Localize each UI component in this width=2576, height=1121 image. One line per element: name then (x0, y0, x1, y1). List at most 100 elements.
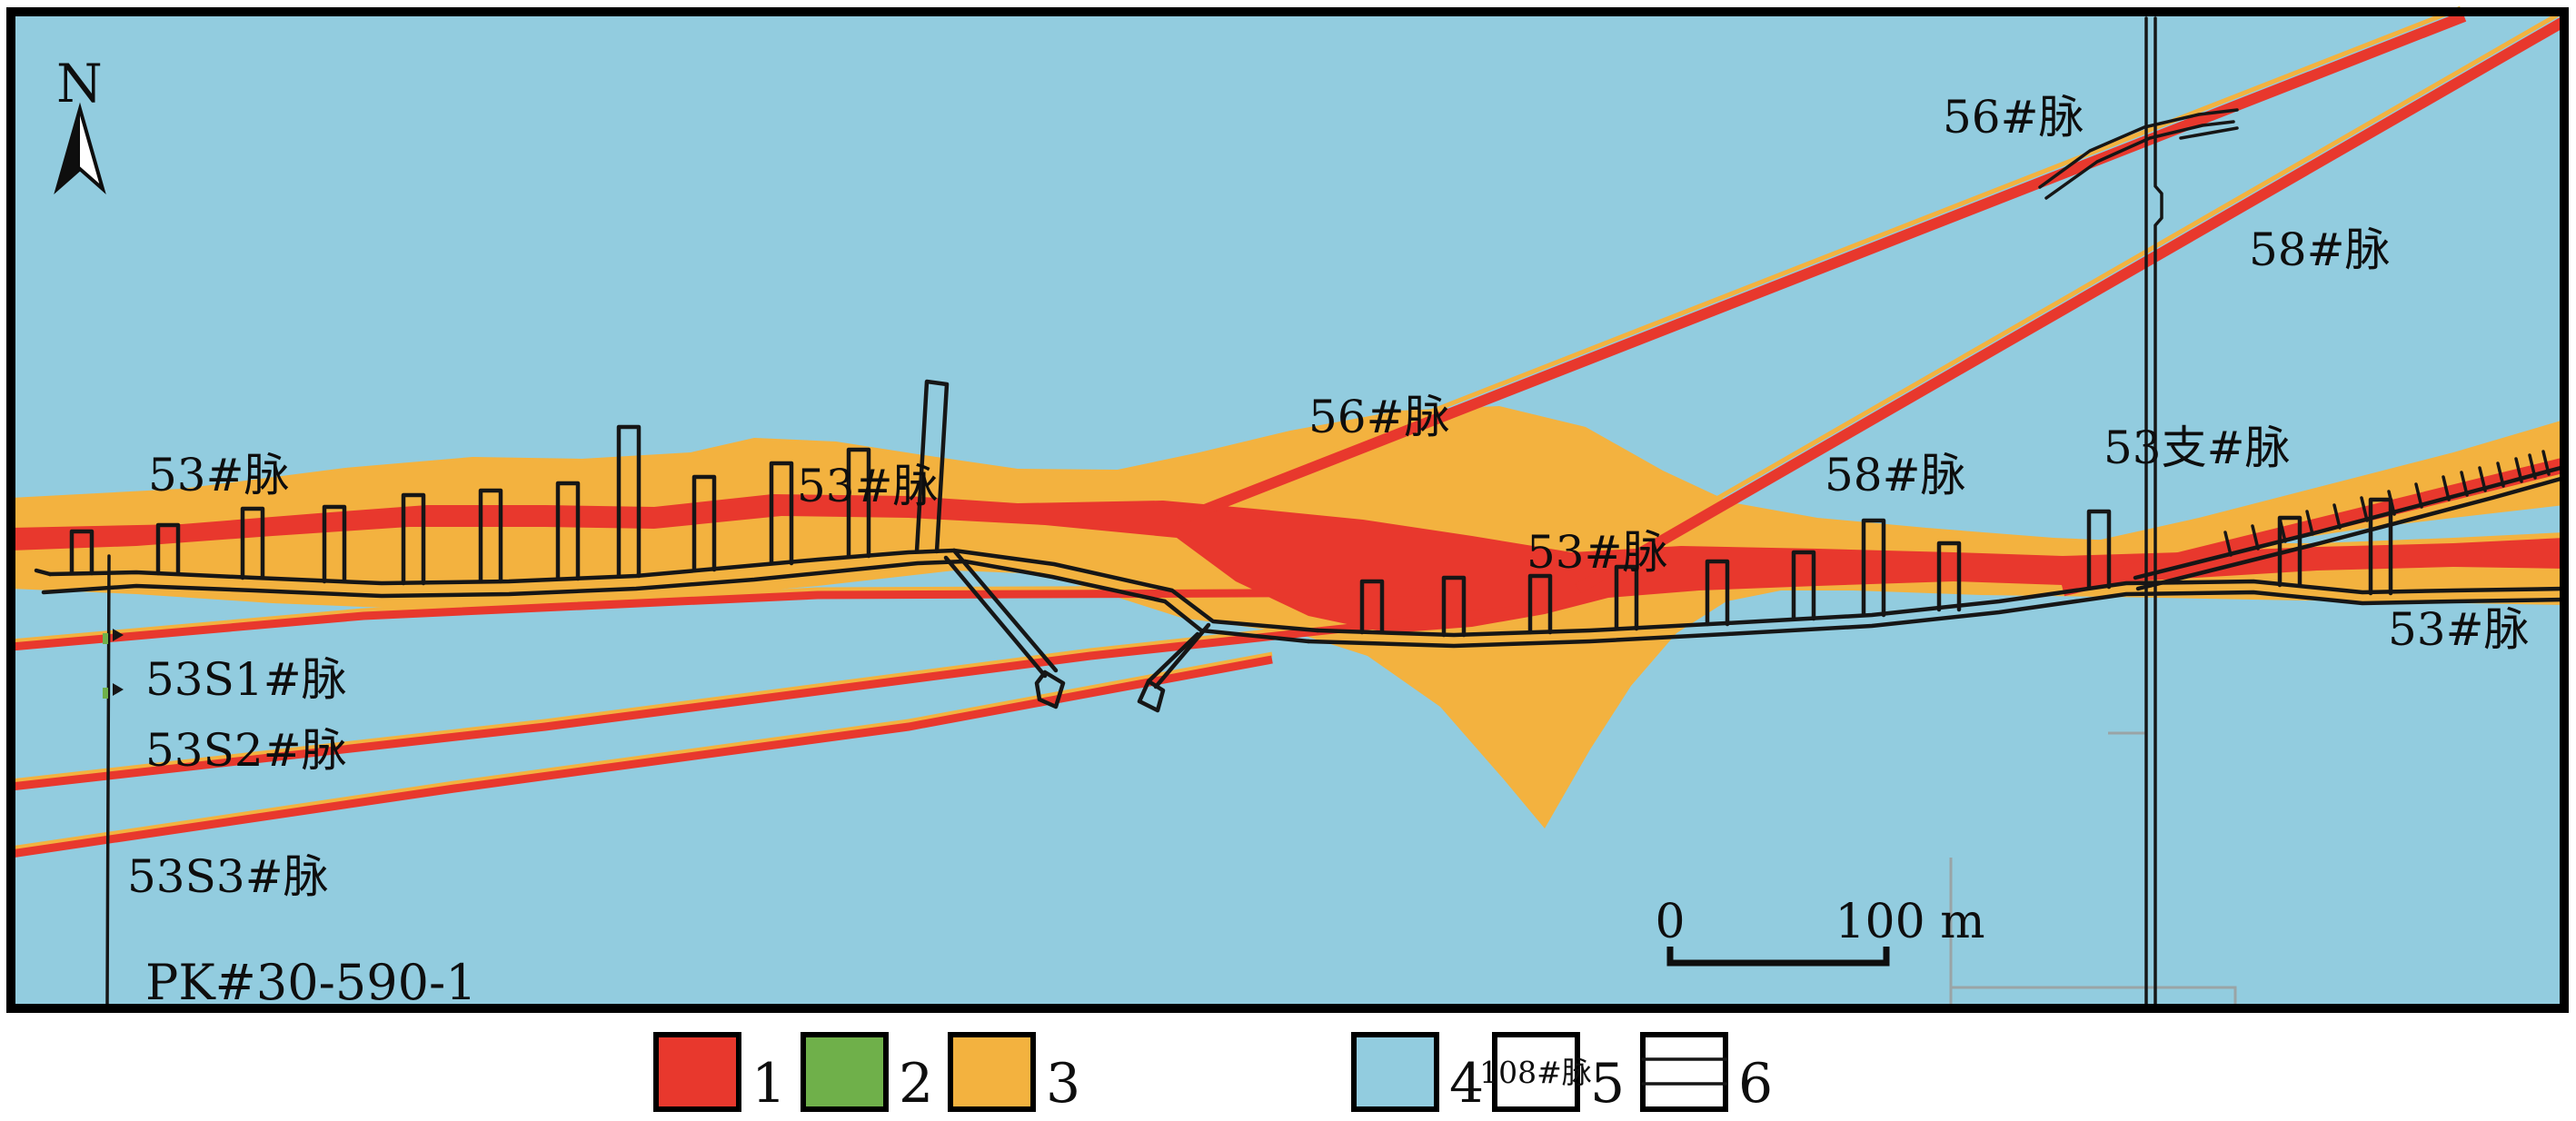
branch-line-a (2133, 464, 2567, 580)
stope-tick (2278, 517, 2287, 543)
label-vein56-mid: 56#脉 (1308, 391, 1450, 443)
descent-2-branch-a (1153, 622, 1211, 689)
vein-53s3-fringe (10, 651, 1273, 851)
crosscut (769, 461, 794, 566)
vein-56-fringe (1175, 5, 2462, 514)
branch-line-b (2135, 475, 2567, 591)
tunnel-drift-left (34, 548, 968, 599)
crosscut (555, 481, 581, 581)
legend-number-1: 1 (751, 1052, 786, 1116)
tunnel-hook-top (2038, 108, 2239, 200)
label-vein53-mid-right: 53#脉 (1527, 526, 1668, 579)
shaft-right-line (2153, 16, 2163, 1007)
legend-swatch-orange (948, 1032, 1036, 1112)
survey-line-left-path (105, 554, 111, 1007)
crosscut (691, 474, 717, 572)
north-label: N (56, 53, 103, 114)
survey-arrow-1 (113, 629, 124, 641)
descent-2-branch-b (1146, 631, 1200, 684)
crosscut (155, 522, 181, 576)
vein-53s1-line (10, 588, 1473, 651)
crosscut-tall (2368, 497, 2393, 596)
tunnel-middle-descents (943, 548, 1320, 713)
descent-1-nib (1034, 670, 1066, 709)
legend-swatch-green (801, 1032, 889, 1112)
figure-id-label: PK#30-590-1 (145, 954, 477, 1011)
legend-swatch-blue (1351, 1032, 1439, 1112)
hook-line-a (2038, 108, 2239, 189)
legend: 1 2 3 4 108#脉 5 6 (653, 1032, 1773, 1116)
north-arrow-fill (57, 109, 80, 189)
hook-stub (2179, 126, 2239, 140)
stope-tick (2414, 482, 2423, 509)
stope-tick (2442, 475, 2451, 501)
label-vein53s2: 53S2#脉 (145, 724, 347, 777)
legend-item-3: 3 (948, 1032, 1080, 1116)
crosscut (1441, 575, 1467, 638)
crosscut-tall-slanted (914, 379, 950, 554)
crosscut (1791, 550, 1816, 621)
legend-swatch-tunnel-box (1640, 1032, 1728, 1112)
tunnel-crosscuts-right (1359, 497, 2393, 638)
stope-tick (2387, 490, 2396, 516)
tunnel-drift-right (1306, 579, 2567, 649)
legend-number-2: 2 (899, 1052, 933, 1116)
descent-2-top-line (951, 548, 1320, 633)
crosscut (478, 488, 503, 584)
crosscut (1614, 564, 1639, 631)
drift-left-bottom-line (41, 559, 968, 599)
legend-number-5: 5 (1590, 1052, 1625, 1116)
hook-line-b (2044, 120, 2235, 200)
drift-left-top-line (47, 548, 957, 586)
map-frame (6, 7, 2569, 1013)
survey-grid-lines (1949, 731, 2237, 1005)
label-vein53-right: 53#脉 (2388, 603, 2530, 656)
grid-line-horizontal (1951, 986, 2237, 1005)
survey-arrow-2 (113, 683, 124, 696)
legend-item-5: 108#脉 5 (1479, 1032, 1625, 1116)
stope-tick (2223, 531, 2233, 557)
vein-56-line (1177, 11, 2467, 525)
tunnel-branch (2133, 450, 2567, 591)
crosscut (1527, 573, 1553, 635)
descent-2-bottom-line (962, 559, 1311, 644)
scale-label-start: 0 (1655, 895, 1685, 949)
legend-item-6: 6 (1640, 1032, 1773, 1116)
crosscut (240, 506, 265, 580)
label-vein53s3: 53S3#脉 (127, 850, 329, 903)
vein-53s1-fringe (10, 584, 1473, 644)
crosscut (1936, 541, 1962, 612)
label-vein53-branch: 53支#脉 (2104, 422, 2291, 474)
legend-number-6: 6 (1738, 1052, 1773, 1116)
drift-right-top-line (1315, 579, 2567, 638)
label-vein58-mid: 58#脉 (1825, 449, 1966, 501)
crosscut (401, 492, 426, 586)
stope-tick (2541, 450, 2551, 476)
survey-line-left (103, 554, 124, 1007)
descent-1-line-b (943, 555, 1048, 679)
crosscut (69, 529, 94, 576)
stope-tick (2478, 466, 2487, 492)
stope-tick (2514, 457, 2523, 483)
descent-1-line-a (951, 548, 1059, 673)
crosscut (322, 504, 347, 584)
crosscut (616, 424, 642, 579)
label-vein53s1: 53S1#脉 (145, 653, 347, 706)
vein-58-fringe (1573, 11, 2561, 583)
vein-53s3-line (10, 655, 1273, 858)
stope-tick (2251, 524, 2260, 551)
scale-bar: 0 100 m (1655, 895, 1985, 967)
label-vein53-mid: 53#脉 (797, 460, 939, 512)
vein-53s2-fringe (10, 599, 1546, 784)
label-vein56-top: 56#脉 (1943, 91, 2084, 144)
descent-2-nib (1137, 679, 1166, 713)
survey-green-tick-1 (103, 633, 108, 644)
crosscut-tall (1861, 518, 1886, 618)
legend-number-3: 3 (1046, 1052, 1080, 1116)
legend-swatch-red (653, 1032, 741, 1112)
stope-tick (2360, 496, 2369, 522)
legend-number-4: 4 (1449, 1052, 1484, 1116)
label-vein58-top: 58#脉 (2249, 223, 2391, 276)
alteration-halo-branch (2076, 420, 2564, 588)
label-vein53-left: 53#脉 (148, 449, 290, 501)
